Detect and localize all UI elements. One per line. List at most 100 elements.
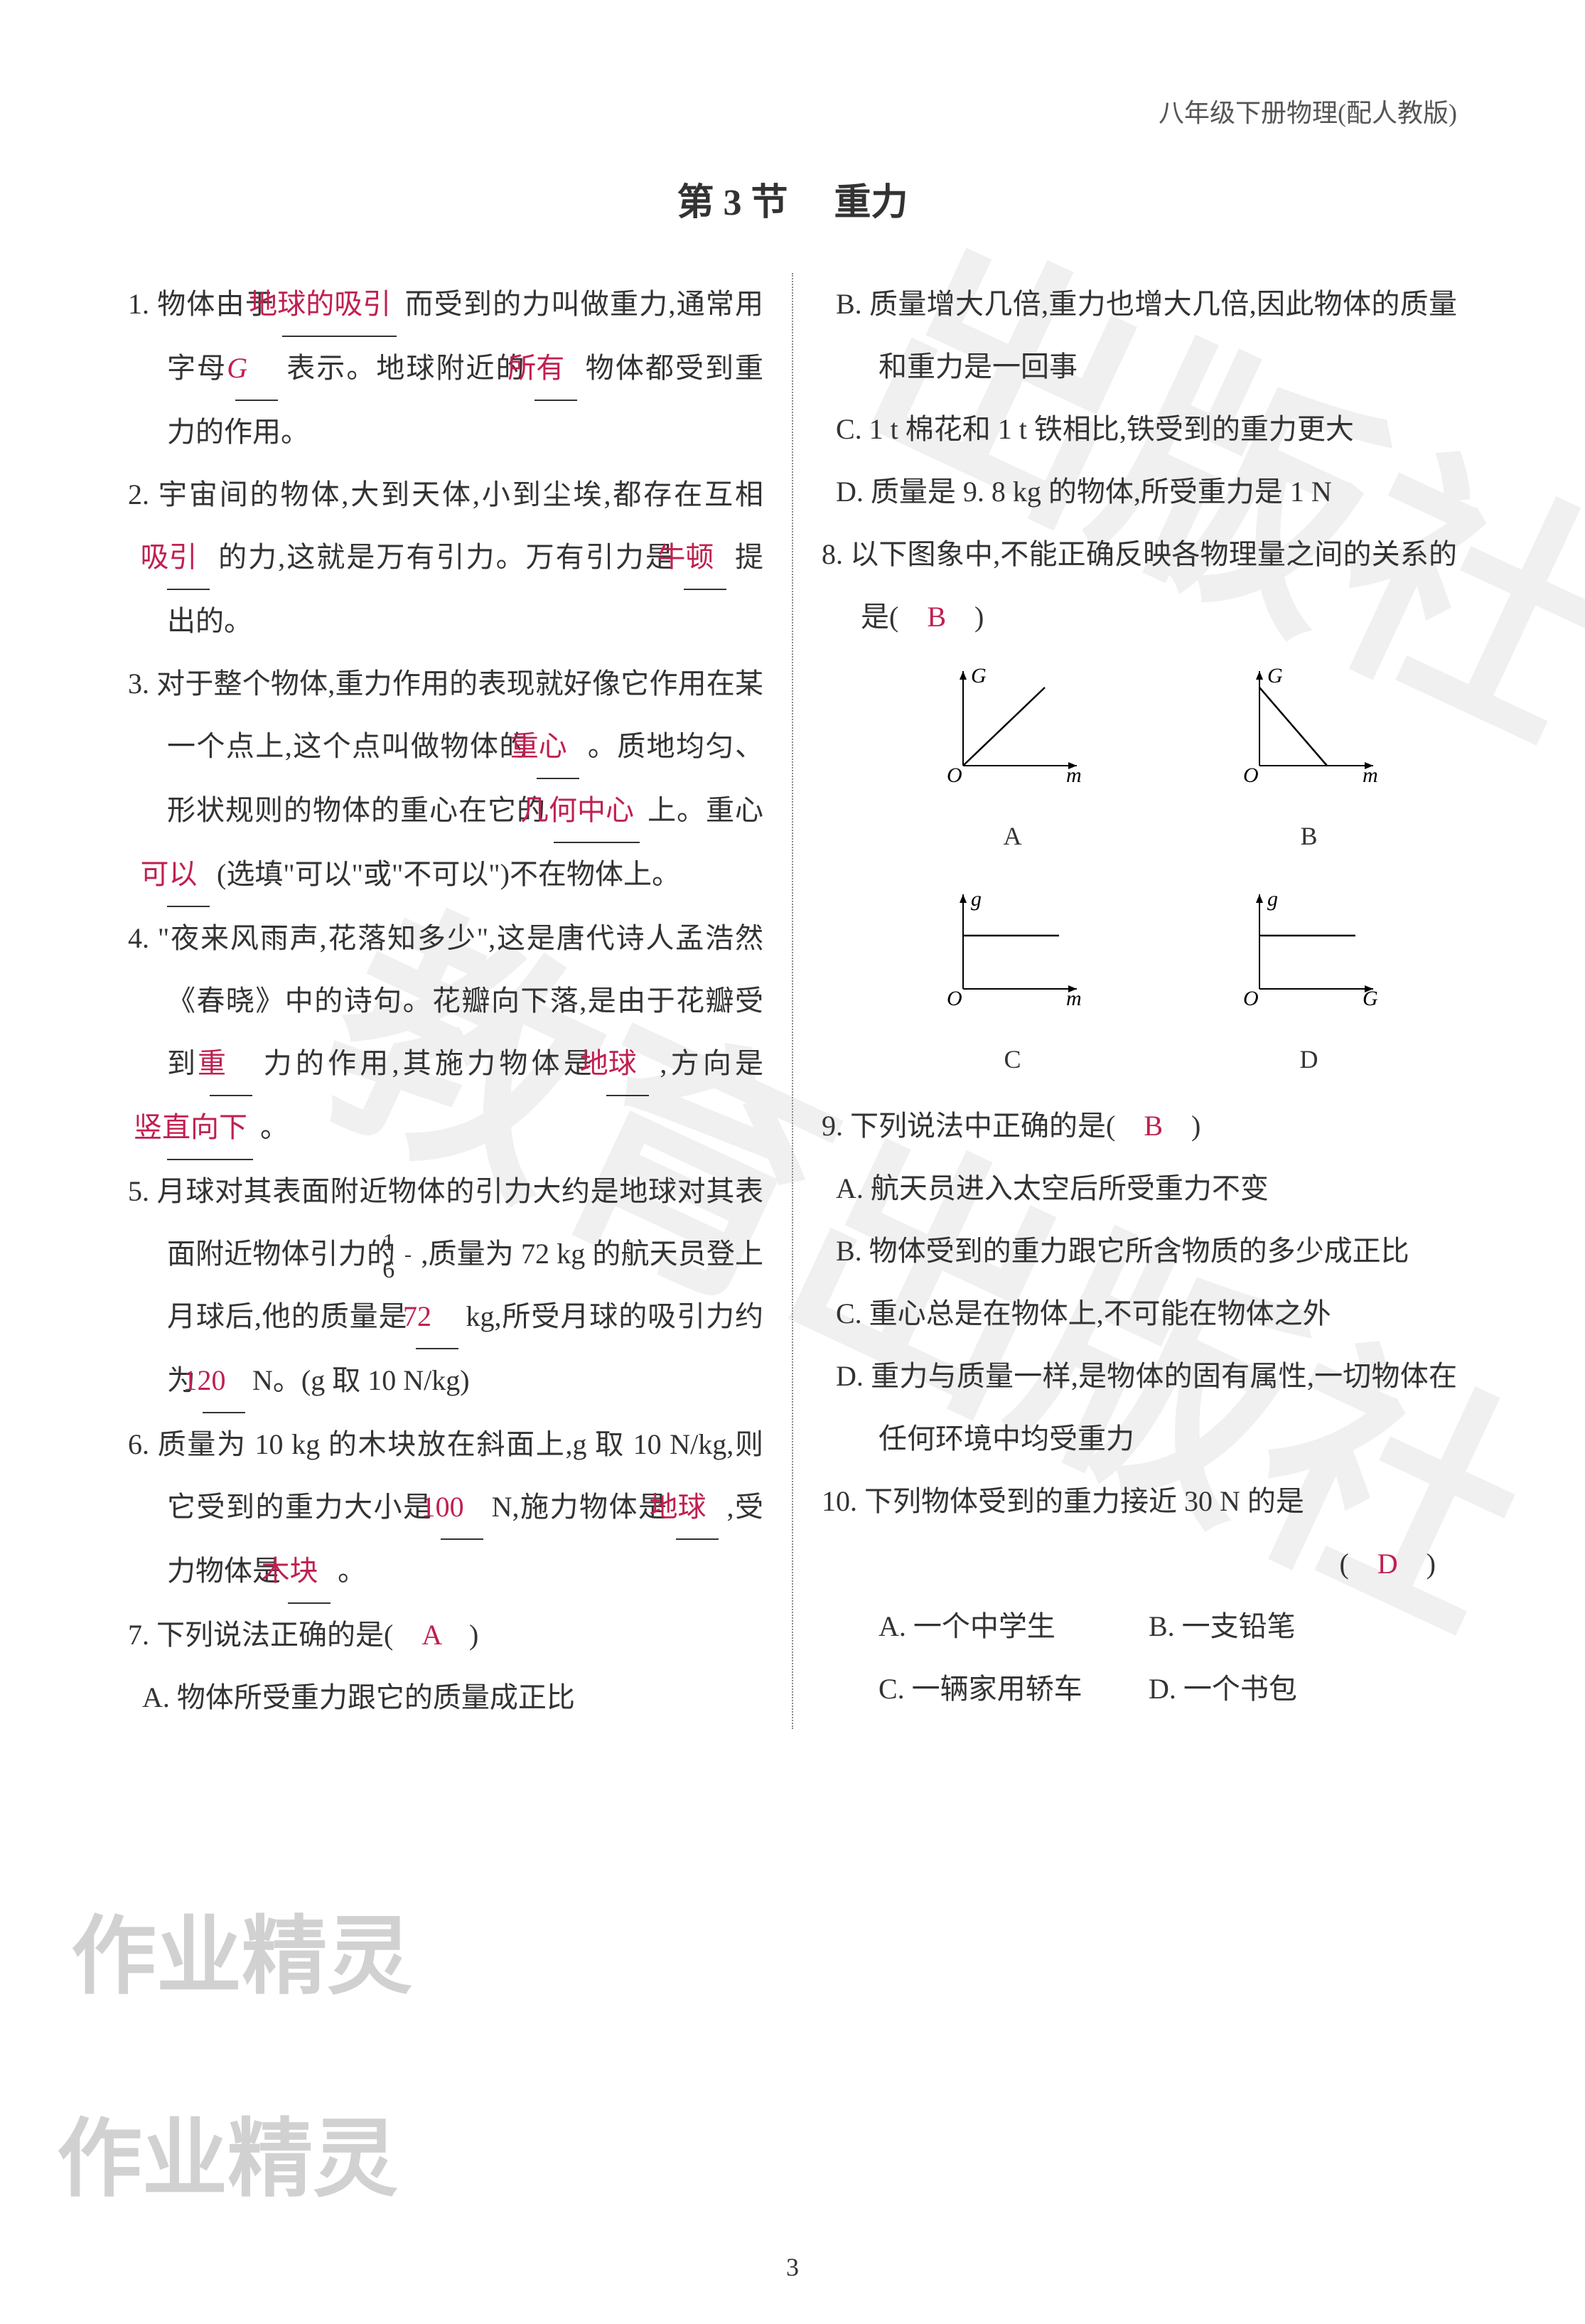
q7-option-c: C. 1 t 棉花和 1 t 铁相比,铁受到的重力更大 [822,398,1457,461]
graph-d: g G O D [1235,886,1384,1088]
graph-b-svg: G m O [1235,663,1384,783]
graph-c-label: C [938,1032,1087,1088]
graph-a: G m O A [938,663,1087,864]
q10-options-row2: C. 一辆家用轿车 D. 一个书包 [822,1658,1457,1720]
q7-option-a: A. 物体所受重力跟它的质量成正比 [128,1666,763,1729]
graph-c-svg: g m O [938,886,1087,1007]
two-column-layout: 1. 物体由于 地球的吸引 而受到的力叫做重力,通常用字母 G 表示。地球附近的… [128,273,1457,1729]
graph-b-label: B [1235,808,1384,864]
q2-text: 2. 宇宙间的物体,大到天体,小到尘埃,都存在互相 [128,478,763,510]
q6-blank-1: 100 [441,1476,483,1540]
axis-label-x: m [1066,764,1082,783]
question-3: 3. 对于整个物体,重力作用的表现就好像它作用在某一个点上,这个点叫做物体的 重… [128,653,763,907]
q7-answer: A [421,1619,441,1651]
q8-graphs-row1: G m O A G m O [822,648,1457,872]
q6-text: N,施力物体是 [492,1491,668,1523]
axis-label-x: m [1363,764,1378,783]
q4-blank-3: 竖直向下 [167,1096,253,1160]
paren-close: ) [1398,1548,1436,1580]
q1-blank-1: 地球的吸引 [282,273,397,337]
graph-d-svg: g G O [1235,886,1384,1007]
q8-stem: 8. 以下图象中,不能正确反映各物理量之间的关系的是( [822,538,1457,633]
question-5: 5. 月球对其表面附近物体的引力大约是地球对其表面附近物体引力的 1 6 ,质量… [128,1160,763,1413]
q5-text: N。(g 取 10 N/kg) [252,1364,470,1396]
q10-option-c: C. 一辆家用轿车 [879,1658,1149,1720]
q4-blank-1: 重 [210,1032,252,1096]
q10-options-row1: A. 一个中学生 B. 一支铅笔 [822,1595,1457,1658]
q10-answer: D [1377,1548,1398,1580]
watermark-logo: 作业精灵 [57,2065,398,2253]
origin-label: O [1243,764,1259,783]
q9-option-c: C. 重心总是在物体上,不可能在物体之外 [822,1283,1457,1345]
q6-text: 。 [338,1555,366,1587]
q3-text: 上。重心 [648,794,763,826]
q8-answer: B [927,601,946,633]
q3-blank-3: 可以 [167,843,210,907]
q7-stem-close: ) [441,1619,478,1651]
question-1: 1. 物体由于 地球的吸引 而受到的力叫做重力,通常用字母 G 表示。地球附近的… [128,273,763,464]
q8-stem-close: ) [946,601,984,633]
q9-answer: B [1144,1110,1163,1142]
q10-option-a: A. 一个中学生 [879,1595,1149,1658]
q7-option-b: B. 质量增大几倍,重力也增大几倍,因此物体的质量和重力是一回事 [822,273,1457,398]
fraction-denominator: 6 [405,1257,411,1283]
q9-option-a: A. 航天员进入太空后所受重力不变 [822,1157,1457,1220]
axis-label-y: g [971,887,982,911]
origin-label: O [1243,987,1259,1007]
paren-open: ( [1339,1548,1377,1580]
q4-text: 力的作用,其施力物体是 [264,1047,596,1079]
header-subject: 八年级下册物理(配人教版) [128,85,1457,141]
q9-option-d: D. 重力与质量一样,是物体的固有属性,一切物体在任何环境中均受重力 [822,1345,1457,1470]
q9-stem-close: ) [1163,1110,1200,1142]
q1-blank-2: G [235,337,278,401]
page-content: 八年级下册物理(配人教版) 第 3 节 重力 1. 物体由于 地球的吸引 而受到… [128,85,1457,1729]
q1-blank-3: 所有 [534,337,577,401]
q6-blank-3: 木块 [288,1540,331,1604]
q5-blank-1: 72 [416,1285,458,1349]
graph-a-label: A [938,808,1087,864]
axis-label-x: m [1066,987,1082,1007]
q7-stem: 7. 下列说法正确的是( [128,1619,421,1651]
q4-text: 。 [260,1111,289,1143]
q2-blank-1: 吸引 [167,526,210,590]
q10-option-b: B. 一支铅笔 [1149,1595,1296,1658]
axis-label-y: g [1267,887,1278,911]
question-4: 4. "夜来风雨声,花落知多少",这是唐代诗人孟浩然《春晓》中的诗句。花瓣向下落… [128,907,763,1160]
page-number: 3 [0,2239,1585,2296]
graph-c: g m O C [938,886,1087,1088]
graph-b: G m O B [1235,663,1384,864]
fraction-numerator: 1 [405,1229,411,1257]
q4-text: ,方向是 [660,1047,763,1079]
q1-text: 表示。地球附近的 [286,352,525,384]
question-10: 10. 下列物体受到的重力接近 30 N 的是 [822,1470,1457,1533]
q2-blank-2: 牛顿 [684,526,726,590]
origin-label: O [947,764,962,783]
origin-label: O [947,987,962,1007]
question-8: 8. 以下图象中,不能正确反映各物理量之间的关系的是( B ) [822,523,1457,648]
graph-d-label: D [1235,1032,1384,1088]
watermark-logo: 作业精灵 [71,1863,412,2050]
axis-label-y: G [971,664,987,687]
question-7: 7. 下列说法正确的是( A ) [128,1604,763,1666]
q3-text: (选填"可以"或"不可以")不在物体上。 [217,858,680,890]
section-title: 第 3 节 重力 [128,163,1457,244]
left-column: 1. 物体由于 地球的吸引 而受到的力叫做重力,通常用字母 G 表示。地球附近的… [128,273,763,1729]
axis-label-x: G [1363,987,1378,1007]
column-divider [792,273,793,1729]
fraction-one-sixth: 1 6 [405,1229,411,1284]
question-9: 9. 下列说法中正确的是( B ) [822,1095,1457,1157]
right-column: B. 质量增大几倍,重力也增大几倍,因此物体的质量和重力是一回事 C. 1 t … [822,273,1457,1729]
question-6: 6. 质量为 10 kg 的木块放在斜面上,g 取 10 N/kg,则它受到的重… [128,1413,763,1604]
graph-a-svg: G m O [938,663,1087,783]
q5-blank-2: 120 [203,1349,245,1413]
axis-label-y: G [1267,664,1283,687]
q8-graphs-row2: g m O C g G O [822,872,1457,1095]
q2-text: 的力,这就是万有引力。万有引力是 [218,541,675,573]
q6-blank-2: 地球 [676,1476,719,1540]
q9-stem: 9. 下列说法中正确的是( [822,1110,1144,1142]
question-2: 2. 宇宙间的物体,大到天体,小到尘埃,都存在互相 吸引 的力,这就是万有引力。… [128,464,763,653]
q3-blank-1: 重心 [537,715,579,779]
q4-blank-2: 地球 [606,1032,649,1096]
q10-option-d: D. 一个书包 [1149,1658,1297,1720]
q7-option-d: D. 质量是 9. 8 kg 的物体,所受重力是 1 N [822,461,1457,523]
